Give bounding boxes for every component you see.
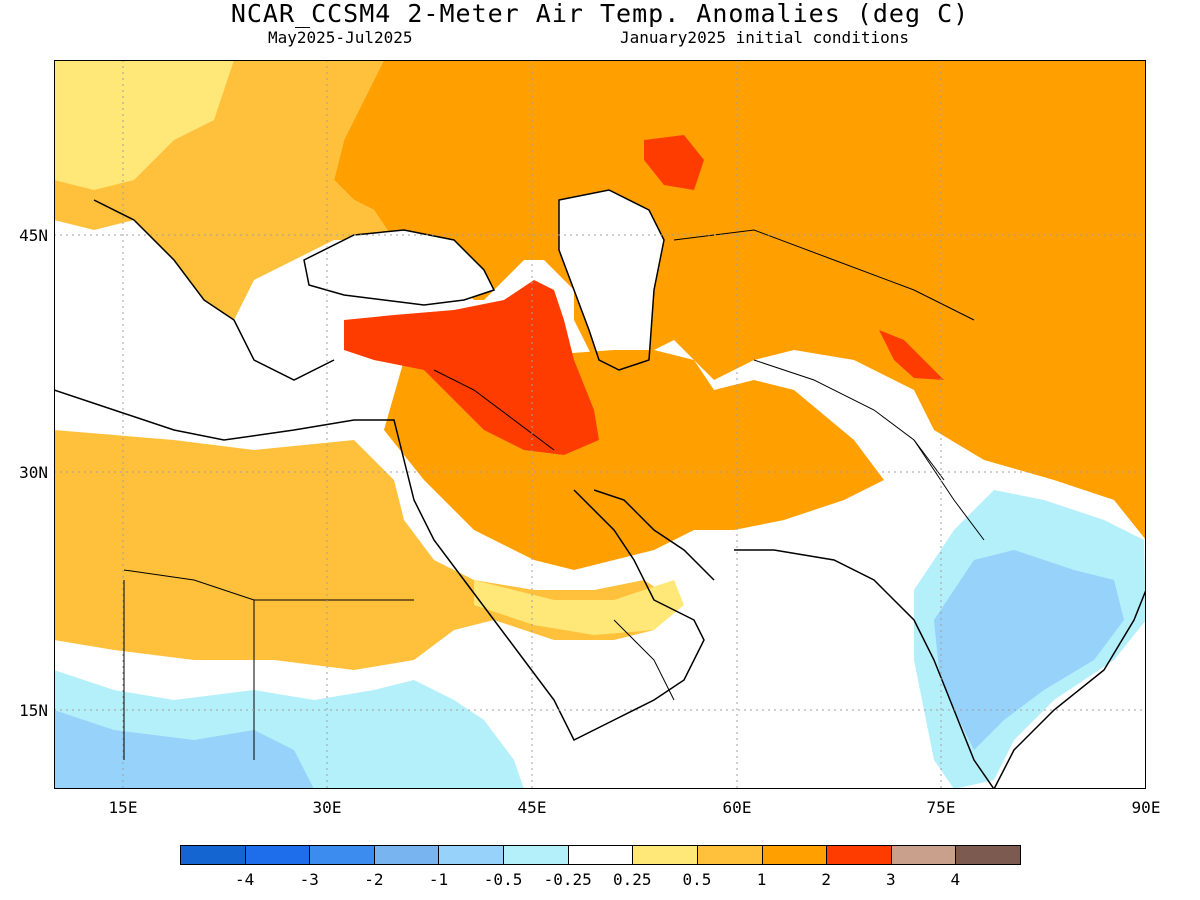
color-legend-label: 0.25 bbox=[613, 870, 652, 889]
color-legend-swatch bbox=[309, 845, 375, 865]
initial-conditions: January2025 initial conditions bbox=[620, 28, 909, 47]
color-legend-label: -0.5 bbox=[483, 870, 523, 889]
lat-label-30n: 30N bbox=[19, 463, 48, 482]
color-legend-label: -4 bbox=[234, 870, 255, 889]
color-legend-swatch bbox=[244, 845, 311, 865]
color-legend-swatch bbox=[826, 845, 892, 865]
color-legend-swatch bbox=[438, 845, 505, 865]
map-title: NCAR_CCSM4 2-Meter Air Temp. Anomalies (… bbox=[230, 0, 970, 28]
lon-label-15e: 15E bbox=[108, 798, 138, 817]
color-legend-swatch bbox=[696, 845, 763, 865]
lat-label-45n: 45N bbox=[19, 226, 48, 245]
region-north-caspian-2-3 bbox=[644, 135, 704, 190]
region-nw-europe-0.25-0.5 bbox=[54, 60, 234, 190]
region-india-colder bbox=[934, 550, 1124, 750]
color-legend-swatch bbox=[567, 845, 634, 865]
lon-label-45e: 45E bbox=[517, 798, 547, 817]
lon-label-60e: 60E bbox=[722, 798, 752, 817]
region-arabia-south-0.25-0.5 bbox=[474, 580, 684, 635]
region-kashmir-2-3 bbox=[879, 330, 944, 380]
color-legend-swatch bbox=[955, 845, 1021, 865]
anomaly-map bbox=[54, 60, 1146, 789]
color-legend-swatch bbox=[890, 845, 957, 865]
region-north-eurasia-1-2 bbox=[334, 60, 1146, 540]
lon-label-30e: 30E bbox=[312, 798, 342, 817]
color-legend-swatch bbox=[761, 845, 828, 865]
region-turkey-iraq-2-3 bbox=[344, 280, 599, 455]
color-legend-label: -2 bbox=[364, 870, 384, 889]
color-legend-label: 1 bbox=[756, 870, 767, 889]
lat-label-15n: 15N bbox=[19, 701, 48, 720]
color-legend-label: 3 bbox=[885, 870, 896, 889]
region-sahel-cooler bbox=[54, 710, 314, 789]
color-legend-label: 0.5 bbox=[682, 870, 712, 889]
lon-label-75e: 75E bbox=[926, 798, 956, 817]
color-legend-swatch bbox=[373, 845, 440, 865]
color-legend-label: 2 bbox=[821, 870, 831, 889]
color-legend-label: 4 bbox=[950, 870, 961, 889]
color-legend-swatch bbox=[503, 845, 569, 865]
coastlines bbox=[54, 189, 1146, 789]
black-sea bbox=[304, 230, 494, 305]
map-frame bbox=[54, 60, 1146, 789]
color-legend-label: -0.25 bbox=[543, 870, 592, 889]
color-legend-swatch bbox=[180, 845, 246, 865]
lon-label-90e: 90E bbox=[1131, 798, 1161, 817]
forecast-period: May2025-Jul2025 bbox=[268, 28, 413, 47]
political-borders bbox=[123, 229, 985, 760]
color-legend-label: -3 bbox=[299, 870, 319, 889]
color-legend-label: -1 bbox=[428, 870, 449, 889]
graticule bbox=[54, 60, 1146, 789]
color-legend bbox=[180, 845, 1021, 867]
color-legend-swatch bbox=[632, 845, 698, 865]
